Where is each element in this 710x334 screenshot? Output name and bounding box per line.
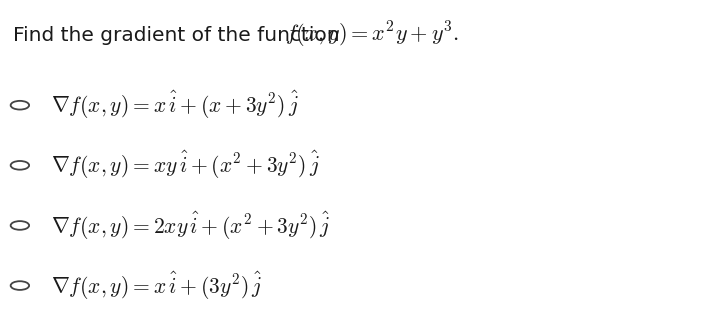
Text: $\nabla f(x, y) = 2xy\,\hat{i} + (x^2 + 3y^2)\,\hat{j}$: $\nabla f(x, y) = 2xy\,\hat{i} + (x^2 + …	[51, 209, 331, 241]
Text: $\nabla f(x, y) = x\,\hat{i} + (3y^2)\,\hat{j}$: $\nabla f(x, y) = x\,\hat{i} + (3y^2)\,\…	[51, 270, 263, 302]
Text: Find the gradient of the function: Find the gradient of the function	[13, 26, 346, 44]
Text: $f(x, y) = x^2y + y^3.$: $f(x, y) = x^2y + y^3.$	[285, 20, 459, 50]
Text: $\nabla f(x, y) = x\,\hat{i} + (x + 3y^2)\,\hat{j}$: $\nabla f(x, y) = x\,\hat{i} + (x + 3y^2…	[51, 89, 299, 121]
Text: $\nabla f(x, y) = xy\,\hat{i} + (x^2 + 3y^2)\,\hat{j}$: $\nabla f(x, y) = xy\,\hat{i} + (x^2 + 3…	[51, 149, 320, 181]
